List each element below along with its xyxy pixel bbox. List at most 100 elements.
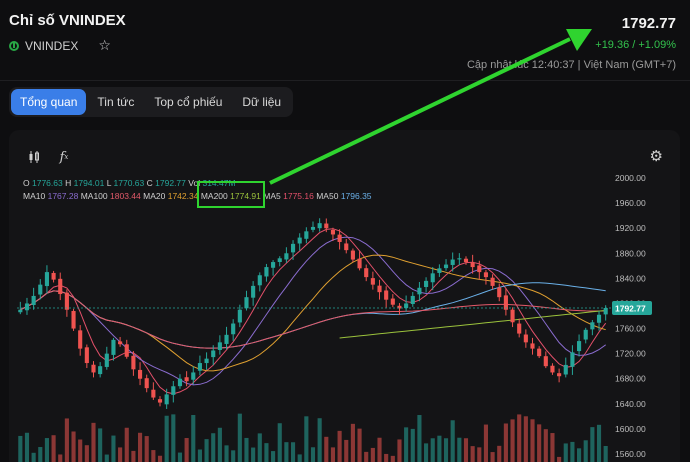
candle-body bbox=[550, 365, 555, 373]
volume-bar bbox=[344, 439, 349, 462]
volume-bar bbox=[284, 442, 289, 462]
last-price-label: 1792.77 bbox=[615, 303, 646, 313]
volume-bar bbox=[64, 418, 69, 462]
candle-body bbox=[596, 314, 602, 323]
candle-body bbox=[131, 355, 136, 370]
candle-body bbox=[277, 258, 282, 263]
ma100-value: 1803.44 bbox=[110, 191, 141, 201]
volume-bar bbox=[424, 443, 429, 462]
candle-body bbox=[590, 322, 595, 330]
star-icon[interactable]: ☆ bbox=[98, 37, 111, 53]
volume-bar bbox=[264, 443, 269, 462]
candle-body bbox=[58, 278, 63, 295]
tab-overview[interactable]: Tổng quan bbox=[11, 89, 87, 115]
candle-body bbox=[483, 272, 489, 278]
ma20-label: MA20 bbox=[143, 191, 166, 201]
volume-bar bbox=[577, 448, 582, 462]
volume-bar bbox=[38, 447, 43, 462]
candle-body bbox=[404, 303, 409, 309]
candle-body bbox=[211, 350, 216, 358]
update-timestamp: Cập nhật lúc 12:40:37 | Việt Nam (GMT+7) bbox=[466, 59, 676, 71]
volume-bar bbox=[24, 432, 30, 462]
volume-bar bbox=[330, 447, 336, 462]
ma50-value: 1796.35 bbox=[340, 191, 372, 201]
candle-body bbox=[244, 297, 249, 309]
volume-bar bbox=[430, 438, 435, 462]
volume-bar bbox=[277, 423, 282, 462]
candle-body bbox=[424, 280, 429, 287]
volume-bar bbox=[477, 447, 482, 462]
candle-body bbox=[384, 290, 389, 300]
candle-body bbox=[91, 364, 96, 373]
price-chart[interactable]: 2000.001960.001920.001880.001840.001800.… bbox=[9, 130, 680, 462]
candle-body bbox=[503, 295, 508, 310]
high-label: H bbox=[65, 178, 72, 188]
y-tick-label: 1960.00 bbox=[615, 198, 646, 208]
y-tick-label: 1680.00 bbox=[615, 374, 646, 384]
volume-bar bbox=[317, 418, 322, 462]
volume-bar bbox=[104, 454, 109, 462]
volume-bar bbox=[58, 454, 63, 462]
candle-body bbox=[517, 323, 522, 334]
candle-body bbox=[370, 278, 375, 285]
gear-icon[interactable]: ⚙ bbox=[649, 148, 663, 165]
candle-body bbox=[397, 305, 402, 309]
ma10-value: 1767.28 bbox=[47, 191, 79, 201]
candle-body bbox=[64, 292, 69, 310]
tab-data[interactable]: Dữ liệu bbox=[242, 95, 282, 109]
volume-bar bbox=[503, 423, 508, 462]
volume-bar bbox=[450, 420, 455, 462]
candle-body bbox=[317, 223, 322, 229]
annotation-highlight-box bbox=[197, 181, 265, 208]
candlestick-icon[interactable] bbox=[24, 147, 44, 167]
volume-bar bbox=[557, 456, 562, 462]
candle-body bbox=[157, 399, 163, 403]
ma20-value: 1742.34 bbox=[167, 191, 199, 201]
volume-bar bbox=[530, 419, 535, 462]
candle-body bbox=[543, 356, 548, 367]
candle-body bbox=[217, 342, 222, 350]
ticker-symbol: VNINDEX bbox=[25, 38, 79, 53]
last-price-tag bbox=[612, 300, 652, 315]
ma5-line bbox=[20, 228, 607, 395]
tab-news[interactable]: Tin tức bbox=[97, 95, 135, 109]
candle-body bbox=[284, 253, 289, 260]
price-change: +19.36 / +1.09% bbox=[595, 39, 676, 51]
candle-body bbox=[603, 307, 608, 315]
low-value: 1770.63 bbox=[113, 178, 145, 188]
volume-bar bbox=[590, 427, 595, 462]
candle-body bbox=[171, 386, 176, 395]
volume-bar bbox=[304, 416, 309, 462]
candle-body bbox=[71, 310, 76, 329]
tab-top-stocks[interactable]: Top cổ phiếu bbox=[154, 95, 223, 109]
header-divider bbox=[0, 80, 690, 81]
volume-bar bbox=[111, 435, 116, 462]
candle-body bbox=[490, 277, 495, 286]
candle-body bbox=[457, 258, 462, 260]
volume-bar bbox=[164, 415, 169, 462]
volume-bar bbox=[570, 441, 575, 462]
volume-bar bbox=[177, 452, 183, 462]
y-tick-label: 1720.00 bbox=[615, 349, 646, 359]
volume-bar bbox=[490, 452, 495, 462]
y-tick-label: 1600.00 bbox=[615, 424, 646, 434]
candle-body bbox=[264, 267, 269, 277]
ma20-line bbox=[20, 254, 606, 372]
volume-bar bbox=[497, 445, 502, 462]
candle-body bbox=[44, 272, 49, 287]
ma200-value: 1774.91 bbox=[230, 191, 261, 201]
candle-body bbox=[224, 334, 229, 344]
candle-body bbox=[430, 273, 435, 283]
volume-bar bbox=[510, 419, 515, 462]
candle-body bbox=[350, 250, 355, 260]
volume-bar bbox=[44, 438, 49, 462]
volume-bar bbox=[410, 428, 415, 462]
candle-body bbox=[137, 369, 143, 379]
candle-body bbox=[443, 264, 449, 269]
volume-bar bbox=[51, 435, 56, 462]
candle-body bbox=[251, 285, 256, 298]
volume-bar bbox=[404, 427, 409, 462]
volume-bar bbox=[251, 447, 256, 462]
volume-bar bbox=[290, 442, 296, 462]
